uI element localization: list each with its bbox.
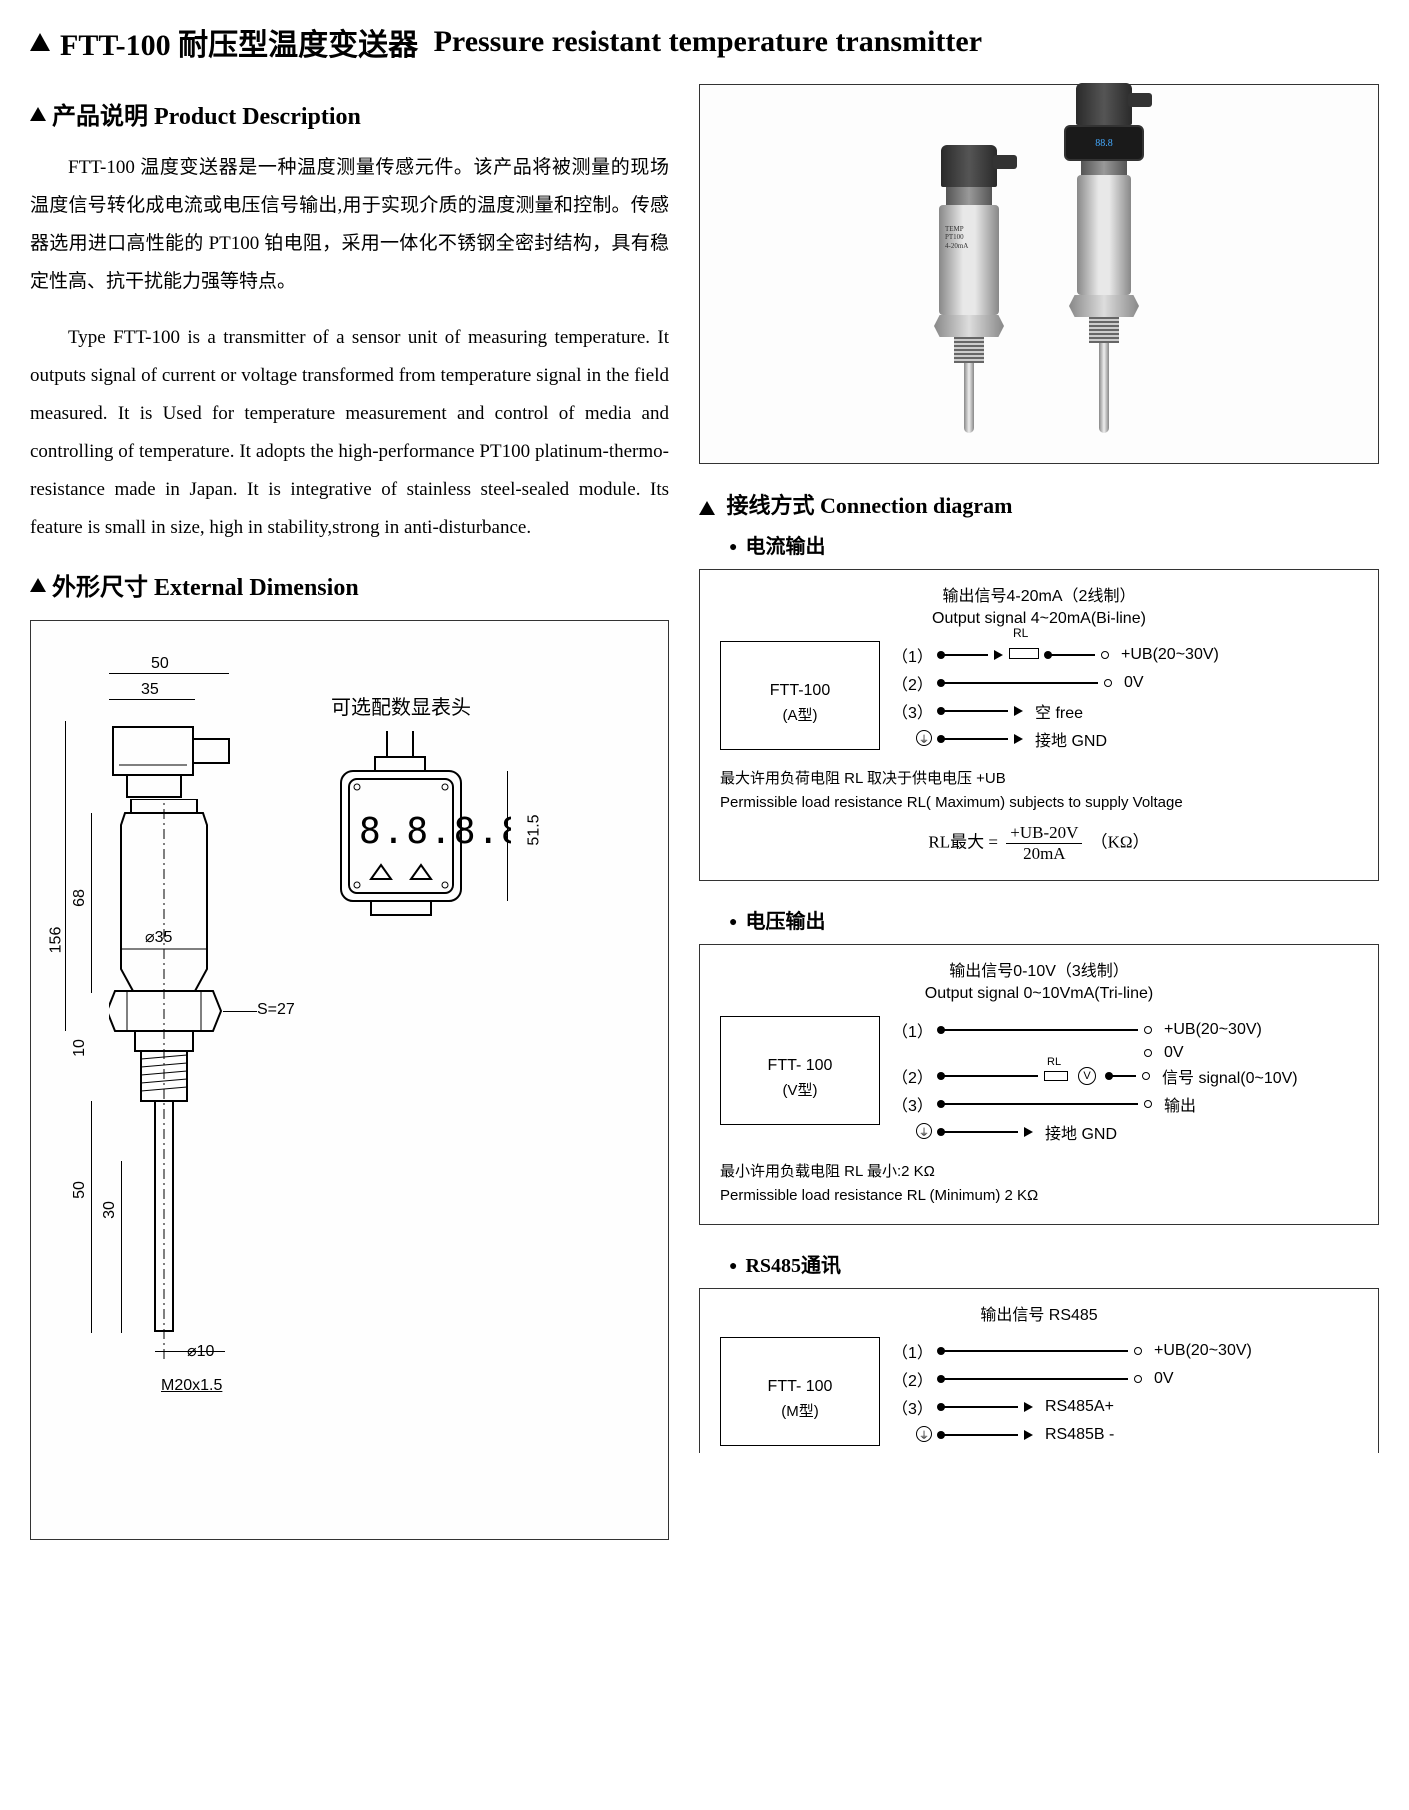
pin-label: 接地 GND (1035, 727, 1107, 751)
sub-voltage-title: 电压输出 (729, 905, 1379, 934)
pin-num: （3） (892, 699, 932, 723)
device-name: FTT-100 (731, 682, 869, 700)
dim-thread: M20x1.5 (161, 1377, 222, 1395)
formula-prefix: RL最大 = (928, 832, 998, 851)
ground-icon: ⏚ (916, 1426, 932, 1442)
curr-header-en: Output signal 4~20mA(Bi-line) (720, 608, 1358, 630)
formula-den: 20mA (1006, 844, 1082, 864)
conn-box-rs485: 输出信号 RS485 FTT- 100 (M型) （1） +UB(20~30V) (699, 1288, 1379, 1453)
device-box-voltage: FTT- 100 (V型) (720, 1016, 880, 1125)
dim-68: 68 (71, 889, 89, 907)
sub-rs485-title: RS485通讯 (729, 1249, 1379, 1278)
pin-num: （2） (892, 671, 932, 695)
page-title: FTT-100 耐压型温度变送器 Pressure resistant temp… (30, 20, 1379, 64)
dim-probe50: 50 (71, 1181, 89, 1199)
volt-header-cn: 输出信号0-10V（3线制） (720, 961, 1358, 983)
title-en: Pressure resistant temperature transmitt… (434, 25, 982, 59)
pin-num: （1） (892, 1339, 932, 1363)
pin-num: （1） (892, 1018, 932, 1042)
desc-paragraph-cn: FTT-100 温度变送器是一种温度测量传感元件。该产品将被测量的现场温度信号转… (30, 149, 669, 301)
pin-label: 接地 GND (1045, 1120, 1117, 1144)
dim-50: 50 (151, 655, 169, 673)
ground-icon: ⏚ (916, 730, 932, 746)
device-name: FTT- 100 (731, 1378, 869, 1396)
device-box-rs485: FTT- 100 (M型) (720, 1337, 880, 1446)
display-svg: 8.8.8.8 (331, 731, 511, 941)
device-name: FTT- 100 (731, 1057, 869, 1075)
dim-10: 10 (71, 1039, 89, 1057)
pin-label: 0V (1124, 674, 1144, 692)
desc-section-title: 产品说明 Product Description (30, 96, 669, 131)
pin-num: （1） (892, 643, 932, 667)
pin-label: +UB(20~30V) (1154, 1342, 1252, 1360)
triangle-icon (30, 107, 46, 121)
pin-num: （2） (892, 1064, 932, 1088)
svg-text:8.8.8.8: 8.8.8.8 (359, 811, 511, 852)
pin-num: （2） (892, 1367, 932, 1391)
note-en: Permissible load resistance RL (Minimum)… (720, 1184, 1358, 1208)
device-model: (A型) (731, 704, 869, 725)
dim-disp-h: 51.5 (526, 814, 544, 845)
pin-label: +UB(20~30V) (1121, 646, 1219, 664)
device-model: (V型) (731, 1079, 869, 1100)
triangle-icon (699, 501, 715, 515)
pin-label: RS485A+ (1045, 1398, 1114, 1416)
pin-label: 0V (1154, 1370, 1174, 1388)
dimension-drawing: 50 35 可选配数显表头 (30, 620, 669, 1540)
note-cn: 最大许用负荷电阻 RL 取决于供电电压 +UB (720, 767, 1358, 791)
pin-label: 输出 (1164, 1092, 1196, 1116)
formula-unit: （KΩ） (1091, 832, 1150, 851)
dim-probe30: 30 (101, 1201, 119, 1219)
sensor-right: 88.8 (1064, 83, 1144, 433)
pins-rs485: （1） +UB(20~30V) （2） 0V （3） (892, 1337, 1358, 1449)
dim-section-title: 外形尺寸 External Dimension (30, 567, 669, 602)
formula: RL最大 = +UB-20V 20mA （KΩ） (720, 823, 1358, 864)
device-model: (M型) (731, 1400, 869, 1421)
desc-paragraph-en: Type FTT-100 is a transmitter of a senso… (30, 319, 669, 547)
curr-header-cn: 输出信号4-20mA（2线制） (720, 586, 1358, 608)
triangle-icon (30, 33, 50, 51)
pin-label-0v: 0V (1164, 1044, 1184, 1062)
ground-icon: ⏚ (916, 1123, 932, 1139)
product-photo: TEMPPT1004-20mA 88.8 (699, 84, 1379, 464)
pin-label: +UB(20~30V) (1164, 1021, 1262, 1039)
conn-title-text: 接线方式 Connection diagram (727, 493, 1013, 518)
desc-title-text: 产品说明 Product Description (52, 96, 361, 131)
formula-num: +UB-20V (1006, 823, 1082, 844)
note-cn: 最小许用负载电阻 RL 最小:2 KΩ (720, 1160, 1358, 1184)
connector-svg (109, 717, 239, 807)
pin-label: RS485B - (1045, 1426, 1114, 1444)
rl-label: RL (1013, 626, 1028, 640)
dim-s27: S=27 (257, 1001, 295, 1019)
sub-current-title: 电流输出 (729, 530, 1379, 559)
pin-label: 空 free (1035, 699, 1083, 723)
title-cn: FTT-100 耐压型温度变送器 (60, 20, 418, 64)
dim-35: 35 (141, 681, 159, 699)
note-en: Permissible load resistance RL( Maximum)… (720, 791, 1358, 815)
pins-voltage: （1） +UB(20~30V) 0V （2） (892, 1016, 1358, 1146)
sensor-left: TEMPPT1004-20mA (934, 145, 1004, 433)
body-svg (109, 799, 259, 1439)
dim-156: 156 (47, 927, 65, 954)
dim-dia35: ⌀35 (145, 927, 172, 947)
rl-label: RL (1047, 1056, 1061, 1068)
device-box-current: FTT-100 (A型) (720, 641, 880, 750)
triangle-icon (30, 578, 46, 592)
pin-num: （3） (892, 1395, 932, 1419)
conn-box-voltage: 输出信号0-10V（3线制） Output signal 0~10VmA(Tri… (699, 944, 1379, 1225)
pins-current: （1） RL +UB(20~30V) （2） (892, 641, 1358, 753)
pin-num: （3） (892, 1092, 932, 1116)
pin-label: 信号 signal(0~10V) (1162, 1064, 1298, 1088)
conn-section-title: 接线方式 Connection diagram (699, 488, 1379, 520)
volt-header-en: Output signal 0~10VmA(Tri-line) (720, 983, 1358, 1005)
conn-box-current: 输出信号4-20mA（2线制） Output signal 4~20mA(Bi-… (699, 569, 1379, 881)
rs485-header: 输出信号 RS485 (720, 1305, 1358, 1327)
dim-title-text: 外形尺寸 External Dimension (52, 567, 359, 602)
display-head-label: 可选配数显表头 (331, 691, 471, 720)
